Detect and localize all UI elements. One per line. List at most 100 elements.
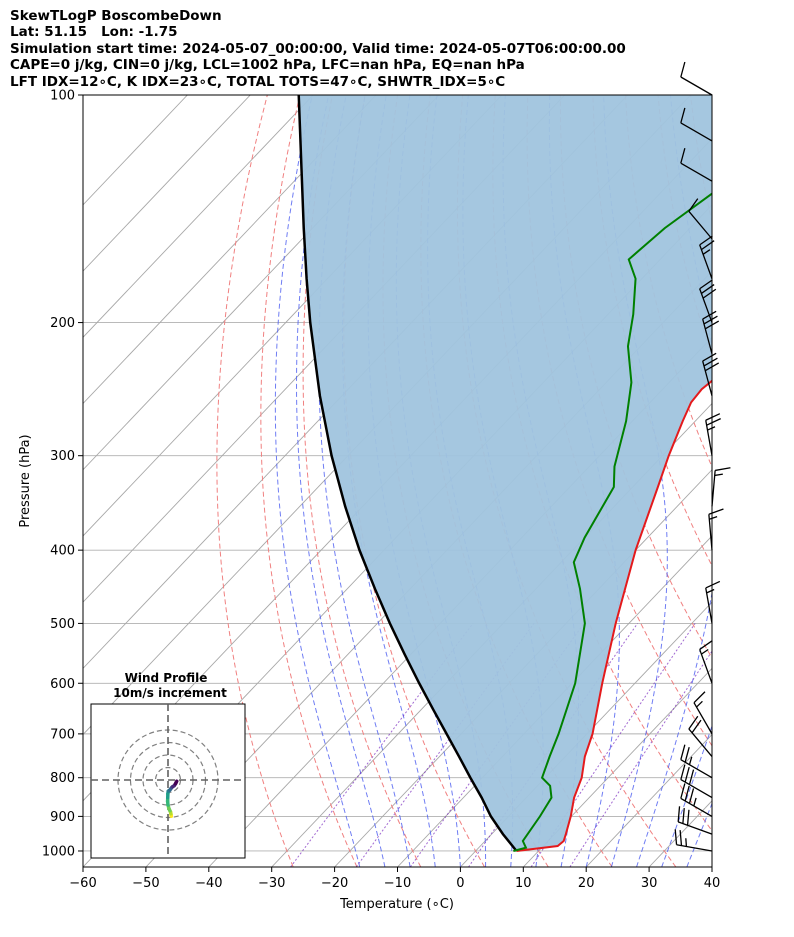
- barb-staff: [680, 76, 713, 96]
- isotherm--140: [83, 95, 314, 338]
- wind-barb: [688, 198, 713, 240]
- y-tick-label: 300: [50, 449, 75, 464]
- barb-flag: [691, 719, 702, 734]
- dry-adiabat--30: [216, 95, 294, 867]
- moist-adiabat--16: [274, 95, 361, 867]
- time-line: Simulation start time: 2024-05-07_00:00:…: [10, 40, 626, 57]
- barb-staff: [702, 318, 713, 355]
- barb-flag: [688, 769, 695, 785]
- barb-staff: [688, 210, 713, 240]
- barb-flag: [686, 809, 690, 826]
- barb-flag: [688, 788, 695, 804]
- barb-flag: [706, 418, 721, 426]
- wind-barb: [677, 806, 713, 835]
- barb-flag: [688, 198, 699, 212]
- barb-half-flag: [696, 700, 703, 708]
- moist-adiabat-32: [661, 724, 712, 867]
- barb-staff: [708, 514, 713, 551]
- x-tick-label: −40: [195, 876, 222, 891]
- y-tick-label: 900: [50, 810, 75, 825]
- stability-line-2: LFT IDX=12∘C, K IDX=23∘C, TOTAL TOTS=47∘…: [10, 73, 506, 90]
- hodograph-subtitle: 10m/s increment: [113, 686, 227, 700]
- chart-title: SkewTLogP BoscombeDown: [10, 8, 222, 24]
- isotherm--130: [83, 95, 377, 405]
- barb-flag: [688, 715, 699, 730]
- dry-adiabat--10: [302, 95, 422, 867]
- dry-adiabat-110: [723, 95, 794, 867]
- wind-barb: [680, 744, 713, 779]
- x-tick-label: 0: [456, 876, 464, 891]
- dry-adiabat--20: [260, 95, 358, 867]
- y-axis-label: Pressure (hPa): [18, 434, 33, 527]
- wind-barb: [708, 508, 724, 551]
- wind-barb: [680, 107, 713, 142]
- wind-barb: [702, 352, 720, 397]
- barb-half-flag: [685, 838, 688, 847]
- location-line: Lat: 51.15 Lon: -1.75: [10, 24, 178, 41]
- dewpoint-line: [513, 192, 712, 852]
- barb-staff: [711, 470, 716, 507]
- x-tick-label: −10: [384, 876, 411, 891]
- barb-staff: [688, 728, 713, 757]
- chart-header: SkewTLogP BoscombeDown Lat: 51.15 Lon: -…: [10, 8, 626, 90]
- y-axis-ticks: 1000 900 800 700 600 500 400 300 200 100: [42, 89, 83, 859]
- wind-barb: [680, 783, 713, 817]
- y-tick-label: 1000: [42, 844, 75, 859]
- wind-barb: [711, 467, 731, 507]
- barb-flag: [684, 747, 690, 763]
- y-tick-label: 200: [50, 316, 75, 331]
- hodograph-inset: Wind Profile 10m/s increment: [90, 671, 246, 859]
- parcel-shading: [298, 95, 712, 851]
- barb-half-flag: [702, 249, 711, 255]
- wind-barb: [680, 61, 713, 96]
- x-axis-label: Temperature (∘C): [339, 897, 454, 912]
- barb-staff: [680, 122, 713, 142]
- y-tick-label: 700: [50, 727, 75, 742]
- barb-staff: [699, 649, 713, 684]
- x-tick-label: 10: [515, 876, 532, 891]
- barb-staff: [699, 288, 713, 323]
- moist-adiabat-36: [686, 802, 712, 867]
- mixing-ratio-0.4: [290, 623, 474, 867]
- barb-flag: [680, 783, 686, 799]
- x-tick-label: −50: [132, 876, 159, 891]
- barb-flag: [684, 766, 690, 783]
- mixing-ratio-12: [569, 650, 712, 867]
- x-tick-label: 20: [578, 876, 595, 891]
- x-tick-label: −60: [69, 876, 96, 891]
- barb-staff: [680, 779, 713, 799]
- barb-staff: [702, 360, 713, 397]
- barb-flag: [702, 352, 717, 362]
- barb-staff: [699, 244, 713, 279]
- hodograph-plot: [91, 704, 245, 858]
- wind-barb: [705, 580, 721, 624]
- x-tick-label: −20: [321, 876, 348, 891]
- moist-adiabat--8: [318, 95, 411, 867]
- moist-adiabat-40: [711, 865, 712, 867]
- barb-flag: [702, 288, 717, 299]
- wind-barb: [688, 715, 713, 757]
- stability-line-1: CAPE=0 j/kg, CIN=0 j/kg, LCL=1002 hPa, L…: [10, 57, 525, 74]
- barb-flag: [679, 830, 683, 846]
- barb-flag: [680, 744, 686, 760]
- barb-flag: [682, 808, 685, 824]
- x-tick-label: 30: [641, 876, 658, 891]
- x-tick-label: −30: [258, 876, 285, 891]
- barb-half-flag: [693, 797, 697, 807]
- moist-adiabat--12: [296, 95, 386, 867]
- barb-staff: [680, 162, 713, 182]
- barb-flag: [699, 279, 713, 290]
- barb-half-flag: [706, 588, 715, 594]
- y-tick-label: 600: [50, 677, 75, 692]
- isotherm-20: [585, 733, 712, 867]
- y-tick-label: 100: [50, 89, 75, 104]
- cape-cin-fill: [298, 95, 712, 851]
- barb-half-flag: [707, 426, 716, 431]
- barb-flag: [680, 764, 686, 780]
- barb-flag: [680, 61, 686, 78]
- barb-flag: [703, 357, 718, 367]
- x-tick-label: 40: [704, 876, 721, 891]
- barb-half-flag: [709, 515, 718, 520]
- mixing-ratio-2: [409, 623, 585, 867]
